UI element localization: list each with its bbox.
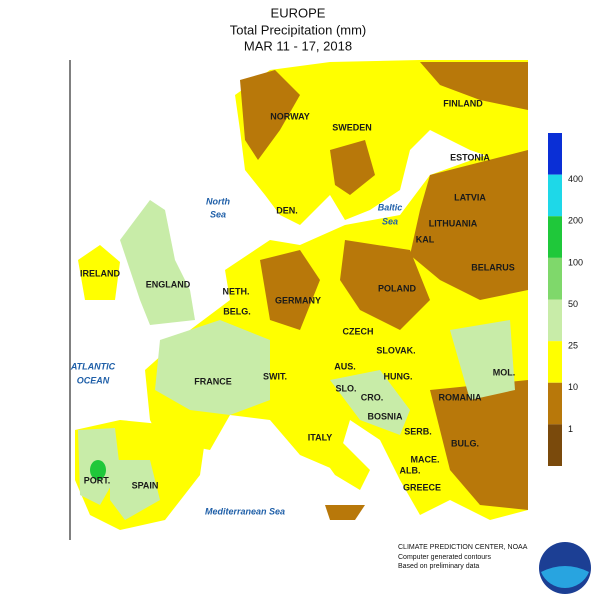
country-label: AUS. — [334, 361, 356, 371]
sea-label: North — [206, 196, 230, 206]
sea-label: Mediterranean Sea — [205, 506, 285, 516]
country-label: NETH. — [223, 286, 250, 296]
credit: Based on preliminary data — [398, 563, 479, 570]
land — [330, 370, 410, 435]
sea-label: Sea — [382, 216, 398, 226]
legend-label: 200 — [568, 216, 583, 226]
land — [325, 505, 365, 520]
title: EUROPE — [271, 5, 326, 20]
country-label: CRO. — [361, 392, 384, 402]
land — [155, 320, 270, 415]
sea-label: OCEAN — [77, 375, 110, 385]
labels: FINLAND NORWAY SWEDEN ESTONIA LATVIA DEN. LITH… — [70, 98, 515, 516]
land — [120, 200, 195, 325]
legend-swatch — [548, 216, 562, 258]
land — [450, 320, 515, 400]
sea-label: ATLANTIC — [70, 361, 116, 371]
country-label: MACE. — [411, 454, 440, 464]
country-label: HUNG. — [384, 371, 413, 381]
country-label: GREECE — [403, 482, 441, 492]
country-label: GERMANY — [275, 295, 321, 305]
legend-swatch — [548, 133, 562, 175]
country-label: PORT. — [84, 475, 111, 485]
land — [240, 70, 300, 160]
country-label: FINLAND — [443, 98, 483, 108]
country-label: BELARUS — [471, 262, 515, 272]
legend-swatch — [548, 174, 562, 217]
land — [430, 380, 528, 510]
country-label: LITHUANIA — [429, 218, 478, 228]
legend-swatch — [548, 424, 562, 466]
country-label: POLAND — [378, 283, 417, 293]
country-label: ITALY — [308, 432, 333, 442]
country-label: NORWAY — [270, 111, 310, 121]
country-label: IRELAND — [80, 268, 120, 278]
country-label: MOL. — [493, 367, 516, 377]
map-area — [69, 60, 528, 540]
dates: MAR 11 - 17, 2018 — [244, 38, 352, 53]
land — [410, 150, 528, 300]
land — [78, 245, 120, 300]
legend-swatch — [548, 299, 562, 342]
header: EUROPE Total Precipitation (mm) MAR 11 -… — [230, 5, 367, 53]
country-label: ENGLAND — [146, 279, 191, 289]
credits: CLIMATE PREDICTION CENTER, NOAA Computer… — [398, 542, 591, 594]
country-label: ROMANIA — [439, 392, 482, 402]
legend-label: 10 — [568, 382, 578, 392]
credit: Computer generated contours — [398, 554, 491, 561]
country-label: DEN. — [276, 205, 298, 215]
credit: CLIMATE PREDICTION CENTER, NOAA — [398, 544, 528, 551]
country-label: BOSNIA — [367, 411, 403, 421]
legend-swatch — [548, 341, 562, 383]
land — [90, 460, 106, 480]
legend-label: 50 — [568, 299, 578, 309]
land — [110, 460, 160, 520]
country-label: BELG. — [223, 306, 251, 316]
country-label: SWIT. — [263, 371, 287, 381]
land — [260, 250, 320, 330]
country-label: BULG. — [451, 438, 479, 448]
land — [330, 140, 375, 195]
legend: 400 200 100 50 25 10 1 — [548, 133, 583, 466]
sea-label: Baltic — [378, 202, 403, 212]
country-label: ALB. — [400, 465, 421, 475]
country-label: SLOVAK. — [376, 345, 415, 355]
legend-label: 25 — [568, 341, 578, 351]
country-label: SPAIN — [132, 480, 159, 490]
land — [300, 395, 370, 490]
country-label: SWEDEN — [332, 122, 372, 132]
legend-label: 1 — [568, 424, 573, 434]
country-label: LATVIA — [454, 192, 486, 202]
sea-label: Sea — [210, 209, 226, 219]
land — [420, 62, 528, 110]
country-label: ESTONIA — [450, 152, 490, 162]
legend-label: 400 — [568, 174, 583, 184]
noaa-logo-wave — [541, 566, 589, 588]
country-label: SLO. — [335, 383, 356, 393]
country-label: CZECH — [343, 326, 374, 336]
land — [235, 60, 528, 225]
country-label: KAL — [416, 234, 435, 244]
land — [340, 240, 430, 330]
country-label: FRANCE — [194, 376, 232, 386]
legend-swatch — [548, 382, 562, 425]
subtitle: Total Precipitation (mm) — [230, 22, 367, 37]
legend-label: 100 — [568, 257, 583, 267]
country-label: SERB. — [404, 426, 432, 436]
legend-swatch — [548, 257, 562, 300]
